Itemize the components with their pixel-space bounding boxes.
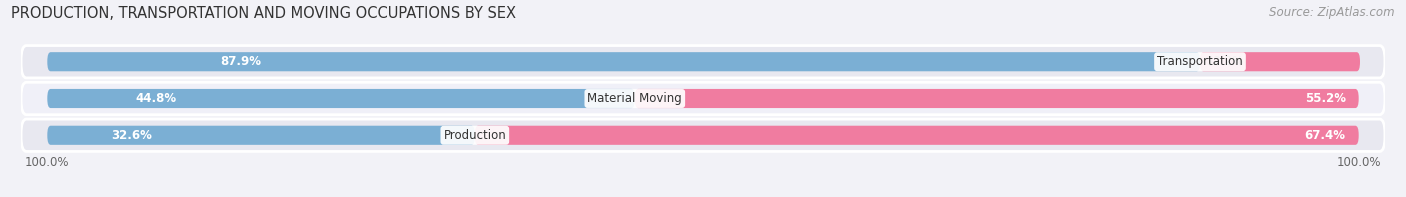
Text: 67.4%: 67.4% xyxy=(1305,129,1346,142)
Text: PRODUCTION, TRANSPORTATION AND MOVING OCCUPATIONS BY SEX: PRODUCTION, TRANSPORTATION AND MOVING OC… xyxy=(11,6,516,21)
Text: 12.2%: 12.2% xyxy=(1206,55,1244,68)
Text: 32.6%: 32.6% xyxy=(111,129,152,142)
Text: Source: ZipAtlas.com: Source: ZipAtlas.com xyxy=(1270,6,1395,19)
FancyBboxPatch shape xyxy=(1199,52,1360,71)
FancyBboxPatch shape xyxy=(48,89,636,108)
Text: 44.8%: 44.8% xyxy=(135,92,177,105)
Text: Production: Production xyxy=(443,129,506,142)
FancyBboxPatch shape xyxy=(475,126,1358,145)
FancyBboxPatch shape xyxy=(21,82,1385,115)
FancyBboxPatch shape xyxy=(48,52,1199,71)
Text: Material Moving: Material Moving xyxy=(588,92,682,105)
Text: 87.9%: 87.9% xyxy=(221,55,262,68)
FancyBboxPatch shape xyxy=(21,119,1385,151)
FancyBboxPatch shape xyxy=(636,89,1358,108)
Text: 55.2%: 55.2% xyxy=(1305,92,1346,105)
FancyBboxPatch shape xyxy=(21,46,1385,78)
FancyBboxPatch shape xyxy=(48,126,475,145)
Text: Transportation: Transportation xyxy=(1157,55,1243,68)
